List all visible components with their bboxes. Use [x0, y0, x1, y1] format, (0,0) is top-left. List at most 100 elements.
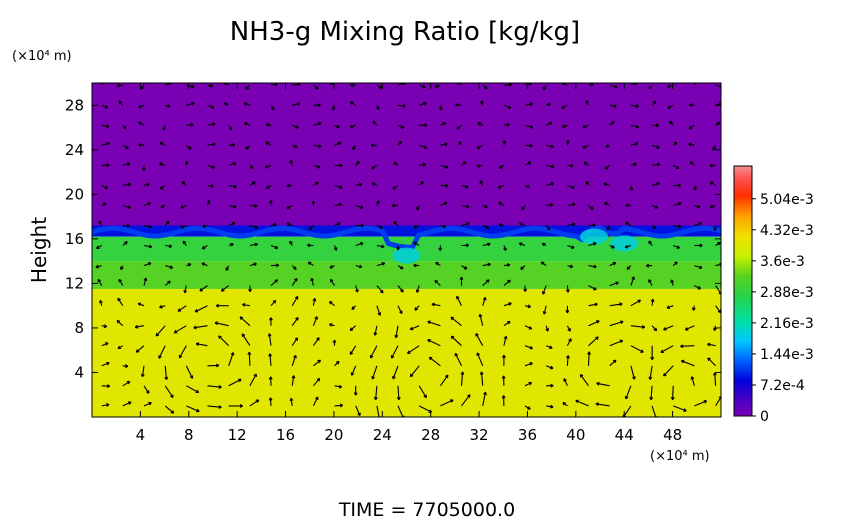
wind-vector [186, 405, 200, 413]
wind-vector [680, 345, 695, 347]
wind-vector-head [656, 145, 660, 149]
wind-vector-head [713, 227, 718, 231]
wind-vector-head [254, 225, 259, 229]
wind-vector-head [148, 401, 152, 406]
wind-vector-head [286, 205, 290, 210]
wind-vector [609, 320, 624, 327]
wind-vector-head [455, 102, 459, 107]
wind-vector-head [126, 162, 131, 166]
wind-vector-head [590, 83, 594, 87]
wind-vector-head [103, 324, 108, 329]
colorbar-tick-label: 4.32e-3 [760, 223, 814, 239]
wind-vector [567, 184, 575, 189]
wind-vector [588, 242, 597, 247]
wind-vector-head [106, 403, 110, 407]
wind-vector-head [502, 354, 506, 359]
wind-vector [122, 204, 131, 209]
x-tick-label: 40 [566, 426, 585, 444]
wind-vector-head [648, 85, 653, 90]
wind-vector [270, 244, 278, 249]
wind-vector [609, 281, 619, 287]
wind-vector-head [450, 399, 454, 403]
wind-vector-head [438, 247, 443, 251]
wind-vector [122, 183, 131, 186]
wind-vector-head [442, 224, 447, 229]
wind-vector-head [162, 127, 167, 131]
wind-vector [269, 397, 272, 406]
wind-vector [663, 365, 674, 377]
wind-vector [673, 202, 682, 207]
wind-vector [693, 83, 696, 86]
wind-vector-head [407, 350, 411, 354]
wind-vector-head [450, 316, 454, 321]
wind-vector-head [376, 200, 380, 204]
wind-vector [269, 353, 272, 366]
wind-vector-head [424, 123, 428, 128]
wind-vector-head [199, 288, 203, 292]
wind-vector-head [117, 345, 121, 350]
wind-vector-head [427, 339, 431, 343]
wind-vector-head [542, 86, 547, 91]
wind-vector-head [420, 181, 424, 185]
wind-vector-head [444, 142, 448, 147]
wind-vector-head [422, 162, 427, 167]
wind-vector-head [124, 364, 129, 369]
wind-vector-head [155, 332, 160, 337]
y-axis-unit: (×10⁴ m) [12, 49, 72, 64]
wind-vector-head [124, 241, 128, 245]
wind-vector [427, 339, 441, 347]
wind-vector [291, 296, 299, 306]
wind-vector-head [169, 265, 174, 269]
wind-vector-head [520, 266, 524, 270]
wind-vector-head [194, 308, 199, 313]
wind-vector-head [527, 304, 531, 309]
wind-vector-head [351, 306, 355, 310]
wind-vector [355, 204, 364, 209]
wind-vector-head [712, 147, 716, 151]
wind-vector-head [498, 165, 503, 169]
wind-vector [186, 385, 199, 393]
wind-vector-head [413, 263, 417, 268]
wind-vector-head [434, 279, 438, 284]
wind-vector [609, 303, 623, 307]
wind-vector-head [379, 225, 383, 229]
wind-vector [312, 316, 318, 326]
wind-vector [249, 373, 257, 387]
wind-vector-head [331, 107, 336, 111]
wind-vector [482, 297, 486, 306]
wind-vector-head [703, 400, 708, 404]
wind-vector-head [307, 261, 312, 266]
wind-vector-head [683, 408, 687, 412]
wind-vector-head [550, 404, 554, 409]
wind-vector-head [148, 244, 153, 249]
wind-vector-head [118, 100, 123, 105]
wind-vector [228, 204, 237, 208]
wind-vector [207, 104, 215, 109]
wind-vector-head [508, 83, 513, 87]
x-tick-label: 12 [228, 426, 247, 444]
wind-vector-head [294, 337, 299, 341]
wind-vector-head [619, 302, 623, 307]
wind-vector-head [230, 352, 235, 356]
wind-vector-field [95, 83, 721, 417]
wind-vector-head [120, 266, 124, 271]
wind-vector-head [127, 182, 132, 187]
wind-vector-head [137, 302, 142, 307]
wind-vector-head [238, 378, 242, 383]
wind-vector-head [460, 371, 465, 375]
wind-vector-head [550, 383, 554, 388]
colorbar-ticks: 0 7.2e-4 1.44e-3 2.16e-3 2.88e-3 3.6e-3 4.32e-… [752, 192, 814, 425]
wind-vector-head [606, 226, 610, 231]
wind-vector-head [146, 182, 150, 187]
wind-vector-head [648, 240, 652, 245]
wind-vector-head [177, 308, 182, 312]
wind-vector-head [390, 355, 395, 359]
wind-vector [524, 325, 532, 330]
wind-vector [503, 336, 507, 346]
wind-vector-head [456, 295, 460, 300]
wind-vector [397, 285, 404, 293]
wind-vector-head [572, 222, 576, 227]
wind-vector-head [373, 396, 378, 401]
wind-vector-head [641, 325, 646, 329]
wind-vector [249, 224, 258, 229]
